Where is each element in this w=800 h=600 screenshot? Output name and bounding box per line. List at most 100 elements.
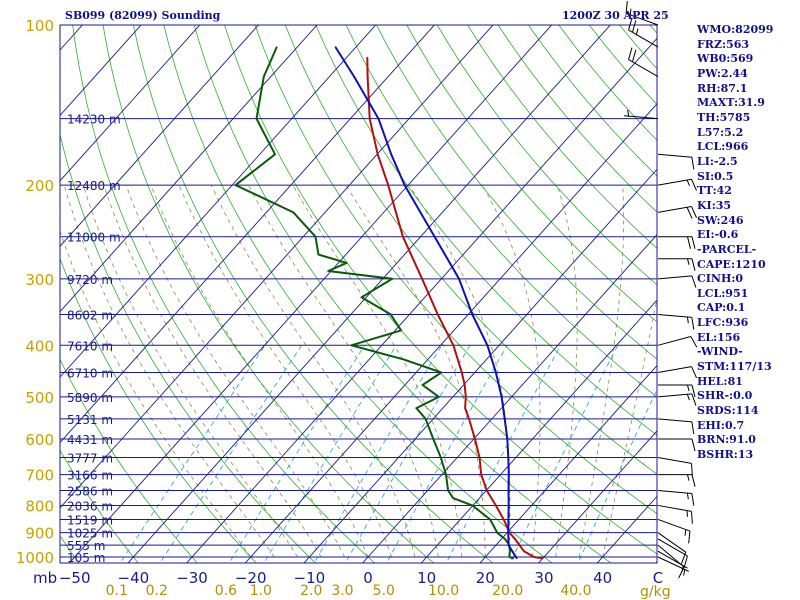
dewpoint-point [425,418,427,420]
dewpoint-point [314,236,317,238]
moist-adiabat [482,184,541,558]
barb-flag [690,511,693,524]
dewpoint-point [471,504,473,506]
barb-staff [624,115,659,120]
pressure-unit-label: mb [33,569,57,587]
mixing-ratio-line [228,345,365,563]
barb-flag [628,17,633,31]
dry-adiabat [102,25,435,563]
barb-flag [691,157,695,170]
barb-flag [625,1,628,14]
index-item: PW:2.44 [697,66,748,80]
index-item: WB0:569 [697,52,754,66]
barb-staff [657,366,692,374]
parcel-point [434,236,436,238]
barb-staff [657,456,692,464]
mixing-ratio-line [445,345,561,563]
plot-frame [59,24,658,564]
height-label: 12480 m [67,179,121,193]
temperature-point [377,153,379,155]
barb-staff [657,313,692,318]
dewpoint-point [496,532,498,534]
dewpoint-point [402,358,404,360]
barb-half-flag [687,258,690,265]
temperature-point [421,278,423,280]
dry-adiabat [133,25,494,563]
barb-staff [657,153,692,158]
dewpoint-point [432,438,434,440]
index-item: CAPE:1210 [697,257,766,271]
parcel-point [377,118,380,120]
parcel-point [516,557,518,560]
parcel-point [353,76,355,78]
moist-adiabat [555,184,578,558]
parcel-point [471,313,473,315]
temperature-point [514,538,516,540]
temperature-point [465,396,467,398]
parcel-point [504,418,506,420]
mixing-ratio-line [386,345,508,563]
mixing-ratio-label: 3.0 [331,583,353,599]
temperature-point [480,474,482,476]
barb-half-flag [687,474,690,481]
index-item: HEL:81 [697,374,743,388]
parcel-point [501,396,503,398]
temperature-point [402,236,404,238]
dewpoint-point [512,557,515,560]
parcel-point [508,544,510,547]
index-item: EI:-0.6 [697,228,739,242]
barb-flag [691,438,696,452]
isotherm [303,168,657,563]
wind-barb [657,556,690,576]
dewpoint-point [292,211,294,213]
barb-flag [686,207,693,219]
dry-adiabat [376,25,657,360]
parcel-point [507,518,509,521]
dry-adiabat [60,132,317,563]
barb-staff [657,205,692,213]
parcel-point [495,371,497,374]
parcel-point [458,278,460,280]
isotherm [60,25,201,182]
wind-barb [657,275,697,288]
index-item: EHI:0.7 [697,418,745,432]
isotherm [479,364,657,563]
temperature-tick-label: −40 [118,569,150,587]
isotherm [244,103,657,563]
temperature-tick-label: 40 [593,569,612,587]
dewpoint-point [255,118,258,120]
mixing-ratio-label: 1.0 [250,583,272,599]
temperature-point [461,371,463,374]
parcel-point [506,438,508,440]
temperature-point [542,557,544,560]
barb-flag [691,275,697,288]
dewpoint-profile [234,46,514,560]
height-label: 3777 m [67,451,113,465]
wind-barb [657,532,687,564]
dry-adiabat [467,25,657,249]
mixing-ratio-label: 0.1 [106,583,128,599]
dewpoint-point [447,489,449,492]
barb-flag [691,317,695,330]
barb-half-flag [635,28,639,35]
barb-half-flag [687,384,690,392]
pressure-tick-label: 500 [25,389,54,407]
dewpoint-point [350,344,352,346]
wind-barb [624,109,659,120]
isotherm [60,25,435,444]
index-item: WMO:82099 [697,23,774,36]
index-item: BRN:91.0 [697,433,756,447]
barb-flag [691,366,697,379]
height-label: 3166 m [67,469,113,483]
index-item: -WIND- [697,345,743,359]
index-item: SI:0.5 [697,169,734,183]
temperature-point [387,184,389,186]
wind-barbs [624,1,698,579]
wind-barb [657,393,697,406]
mixing-ratio-line [313,345,443,563]
dewpoint-point [235,184,237,186]
mixing-ratio-label: 0.2 [146,583,168,599]
barb-staff [625,12,659,26]
dewpoint-point [317,253,319,256]
dewpoint-point [415,407,417,409]
